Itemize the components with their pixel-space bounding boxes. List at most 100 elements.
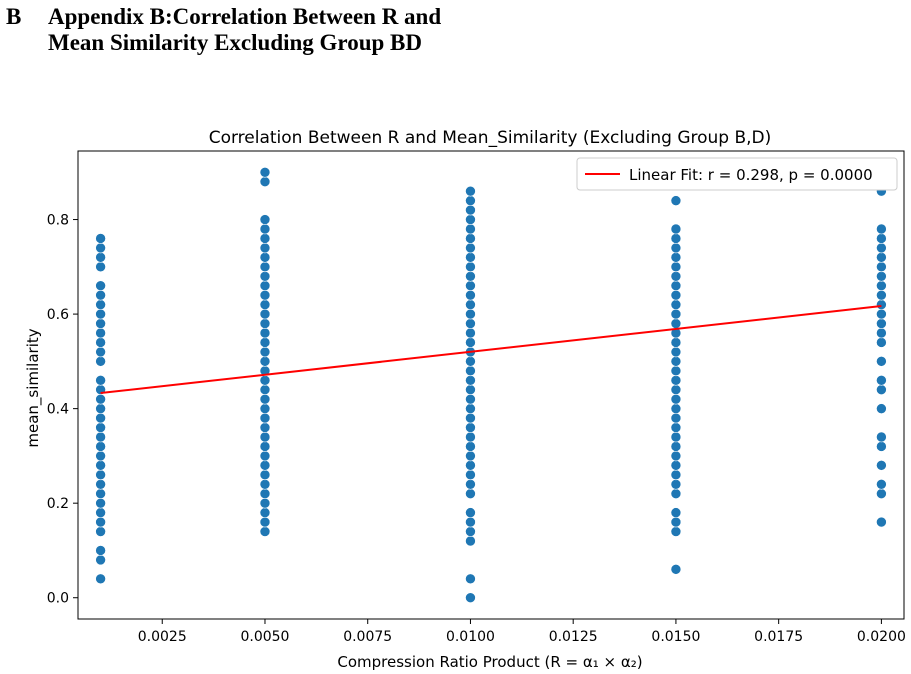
- data-point: [95, 412, 106, 424]
- data-point: [465, 441, 476, 452]
- x-tick-label: 0.0100: [446, 629, 495, 645]
- data-point: [465, 280, 476, 292]
- data-point: [465, 204, 476, 216]
- data-point: [95, 327, 106, 339]
- data-point: [670, 337, 682, 348]
- data-point: [876, 261, 887, 273]
- data-point: [465, 233, 476, 244]
- data-point: [876, 431, 887, 443]
- data-point: [465, 403, 476, 414]
- data-point: [465, 356, 476, 367]
- x-tick-label: 0.0025: [138, 629, 187, 645]
- y-tick-label: 0.0: [47, 591, 69, 607]
- data-point: [95, 318, 106, 329]
- data-point: [259, 403, 271, 414]
- data-point: [670, 431, 682, 443]
- data-point: [259, 516, 271, 528]
- data-point: [876, 252, 887, 263]
- data-point: [876, 356, 887, 367]
- data-point: [670, 441, 682, 452]
- data-point: [465, 526, 476, 537]
- y-axis-ticks: 0.0 0.2 0.4 0.6 0.8: [47, 213, 78, 607]
- data-point: [465, 384, 476, 396]
- data-point: [670, 564, 682, 575]
- data-point: [95, 554, 106, 566]
- data-points: [95, 166, 887, 604]
- data-point: [259, 214, 271, 225]
- data-point: [670, 460, 682, 471]
- data-point: [259, 233, 271, 244]
- data-point: [259, 384, 271, 396]
- data-point: [259, 327, 271, 339]
- y-tick-label: 0.4: [47, 402, 69, 418]
- data-point: [95, 356, 106, 367]
- data-point: [876, 270, 887, 282]
- data-point: [876, 318, 887, 329]
- data-point: [259, 488, 271, 500]
- data-point: [876, 478, 887, 490]
- data-point: [465, 214, 476, 225]
- data-point: [876, 289, 887, 301]
- data-point: [670, 233, 682, 244]
- data-point: [876, 488, 887, 500]
- data-point: [670, 516, 682, 528]
- data-point: [465, 223, 476, 235]
- data-point: [95, 441, 106, 452]
- data-point: [95, 497, 106, 509]
- data-point: [670, 507, 682, 518]
- data-point: [465, 412, 476, 424]
- data-point: [670, 356, 682, 367]
- data-point: [95, 374, 106, 386]
- data-point: [670, 365, 682, 377]
- data-point: [465, 270, 476, 282]
- data-point: [465, 374, 476, 386]
- data-point: [876, 337, 887, 348]
- data-point: [259, 289, 271, 301]
- data-point: [876, 403, 887, 414]
- data-point: [95, 516, 106, 528]
- data-point: [465, 289, 476, 301]
- x-tick-label: 0.0175: [754, 629, 803, 645]
- data-point: [259, 478, 271, 490]
- data-point: [465, 252, 476, 263]
- chart-title: Correlation Between R and Mean_Similarit…: [209, 128, 772, 148]
- data-point: [670, 384, 682, 396]
- linear-fit-line: [100, 305, 882, 395]
- data-point: [465, 535, 476, 547]
- data-point: [465, 299, 476, 310]
- data-point: [876, 460, 887, 471]
- data-point: [259, 412, 271, 424]
- data-point: [259, 526, 271, 537]
- data-point: [95, 252, 106, 263]
- data-point: [259, 450, 271, 462]
- data-point: [876, 299, 887, 310]
- data-point: [95, 573, 106, 585]
- data-point: [95, 233, 106, 244]
- data-point: [876, 384, 887, 396]
- data-point: [670, 252, 682, 263]
- data-point: [465, 469, 476, 481]
- data-point: [465, 327, 476, 339]
- data-point: [95, 308, 106, 320]
- data-point: [670, 270, 682, 282]
- data-point: [259, 318, 271, 329]
- data-point: [259, 441, 271, 452]
- data-point: [465, 242, 476, 254]
- legend-box: [576, 157, 898, 191]
- data-point: [95, 469, 106, 481]
- data-point: [95, 431, 106, 443]
- data-point: [259, 431, 271, 443]
- data-point: [95, 346, 106, 358]
- data-point: [259, 261, 271, 273]
- data-point: [876, 242, 887, 254]
- data-point: [259, 422, 271, 433]
- data-point: [259, 242, 271, 254]
- data-point: [259, 356, 271, 367]
- data-point: [465, 393, 476, 405]
- data-point: [465, 431, 476, 443]
- data-point: [259, 374, 271, 386]
- section-number: B: [6, 4, 22, 29]
- data-point: [670, 299, 682, 310]
- data-point: [670, 412, 682, 424]
- x-tick-label: 0.0050: [240, 629, 289, 645]
